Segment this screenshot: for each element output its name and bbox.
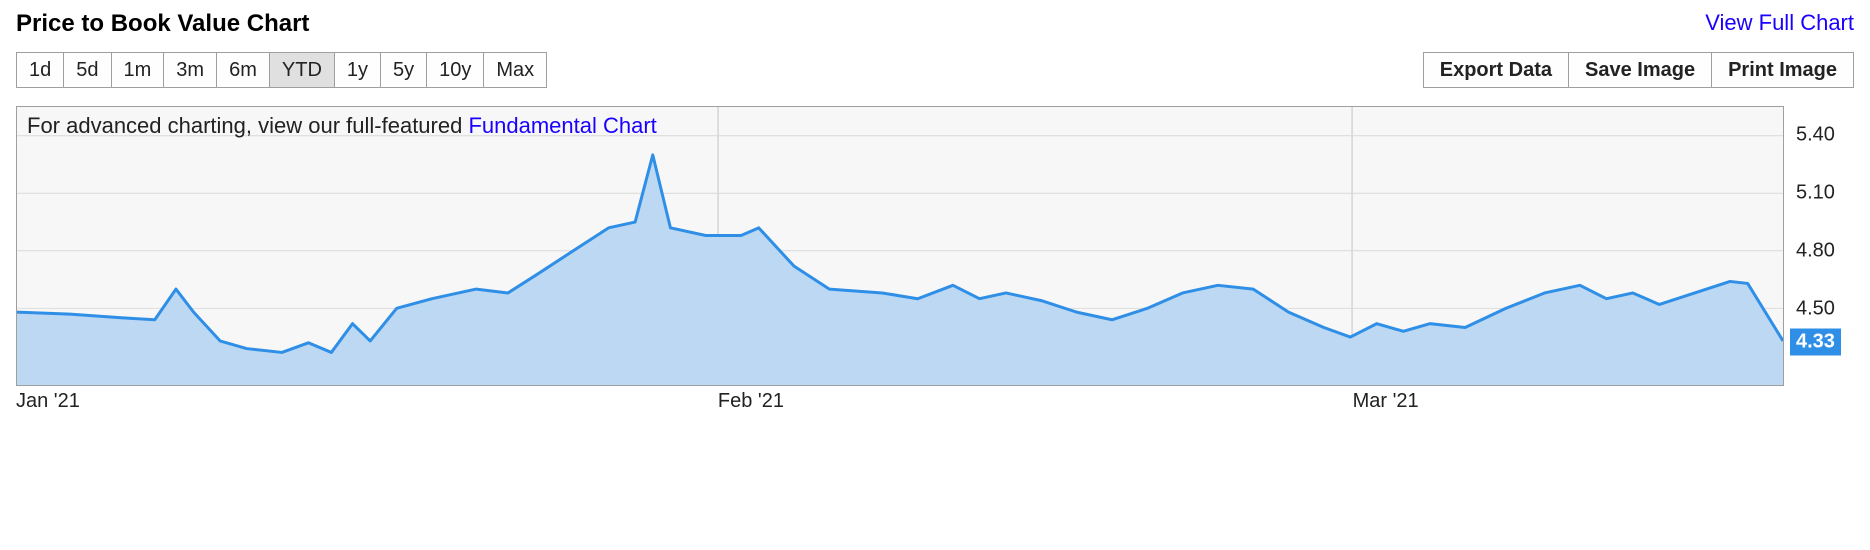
x-tick-label: Jan '21	[16, 390, 80, 413]
range-button-3m[interactable]: 3m	[164, 52, 217, 88]
export-data-button[interactable]: Export Data	[1423, 52, 1569, 88]
save-image-button[interactable]: Save Image	[1569, 52, 1712, 88]
range-button-1y[interactable]: 1y	[335, 52, 381, 88]
range-button-ytd[interactable]: YTD	[270, 52, 335, 88]
range-button-1m[interactable]: 1m	[112, 52, 165, 88]
current-value-badge: 4.33	[1790, 328, 1841, 355]
range-button-5y[interactable]: 5y	[381, 52, 427, 88]
y-tick-label: 5.40	[1796, 123, 1835, 146]
range-button-6m[interactable]: 6m	[217, 52, 270, 88]
range-button-max[interactable]: Max	[484, 52, 547, 88]
print-image-button[interactable]: Print Image	[1712, 52, 1854, 88]
y-axis: 4.50 4.80 5.10 5.40 4.33	[1784, 106, 1854, 386]
range-button-1d[interactable]: 1d	[16, 52, 64, 88]
x-axis-spacer	[1784, 390, 1854, 416]
range-button-10y[interactable]: 10y	[427, 52, 484, 88]
chart-svg	[17, 107, 1783, 385]
chart-area: For advanced charting, view our full-fea…	[16, 106, 1854, 386]
chart-hint-text: For advanced charting, view our full-fea…	[27, 113, 468, 138]
y-tick-label: 4.80	[1796, 239, 1835, 262]
view-full-chart-link[interactable]: View Full Chart	[1705, 10, 1854, 36]
x-axis: Jan '21 Feb '21 Mar '21	[16, 390, 1854, 416]
header-row: Price to Book Value Chart View Full Char…	[16, 10, 1854, 38]
chart-hint: For advanced charting, view our full-fea…	[27, 113, 657, 139]
chart-plot: For advanced charting, view our full-fea…	[16, 106, 1784, 386]
y-tick-label: 5.10	[1796, 181, 1835, 204]
range-button-5d[interactable]: 5d	[64, 52, 111, 88]
y-tick-label: 4.50	[1796, 297, 1835, 320]
x-axis-inner: Jan '21 Feb '21 Mar '21	[16, 390, 1784, 416]
x-tick-label: Mar '21	[1353, 390, 1419, 413]
chart-title: Price to Book Value Chart	[16, 10, 309, 38]
range-button-group: 1d5d1m3m6mYTD1y5y10yMax	[16, 52, 547, 88]
x-tick-label: Feb '21	[718, 390, 784, 413]
fundamental-chart-link[interactable]: Fundamental Chart	[468, 113, 656, 138]
toolbar-row: 1d5d1m3m6mYTD1y5y10yMax Export DataSave …	[16, 52, 1854, 88]
action-button-group: Export DataSave ImagePrint Image	[1423, 52, 1854, 88]
